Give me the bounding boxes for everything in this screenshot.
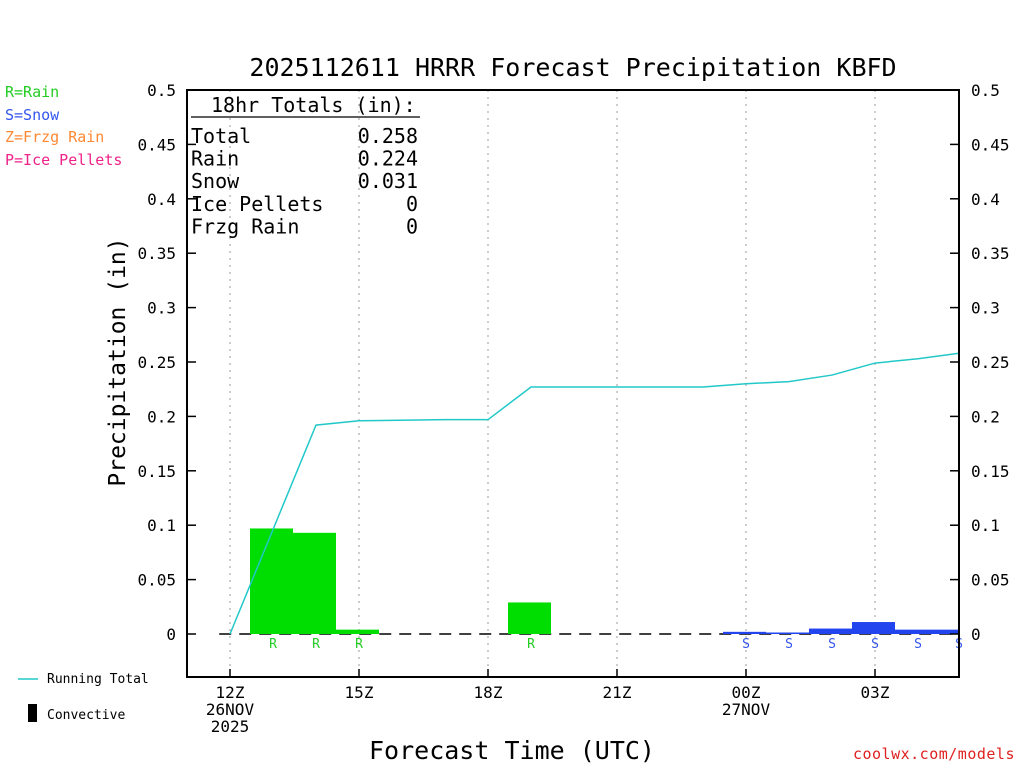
legend-snow: S=Snow xyxy=(5,105,60,124)
running-total-polyline xyxy=(229,352,960,635)
y-tick-label-right: 0.2 xyxy=(971,407,1000,426)
y-tick-label-right: 0.4 xyxy=(971,190,1000,209)
legend-rain: R=Rain xyxy=(5,83,60,101)
totals-row-label: Frzg Rain xyxy=(191,214,299,238)
legend-freezing-rain: Z=Frzg Rain xyxy=(5,128,105,146)
y-tick-label-left: 0.05 xyxy=(137,571,176,590)
y-tick-label-left: 0.35 xyxy=(137,244,176,263)
y-tick-label-right: 0.25 xyxy=(971,353,1010,372)
y-tick-label-left: 0.4 xyxy=(147,190,176,209)
totals-row-value: 0.031 xyxy=(358,169,418,193)
precip-type-code: R xyxy=(355,637,363,652)
precip-bar xyxy=(508,602,551,634)
totals-row-label: Ice Pellets xyxy=(191,192,323,216)
x-tick-label: 21Z xyxy=(603,683,632,702)
legend-ice-pellets: P=Ice Pellets xyxy=(5,150,123,169)
precip-type-code: S xyxy=(914,637,922,652)
totals-row-label: Snow xyxy=(191,169,240,193)
totals-rows: Total 0.258 Rain 0.224 Snow 0.031 Ice Pellets 0… xyxy=(191,124,418,238)
running-total-legend-label: Running Total xyxy=(47,672,149,687)
totals-row-value: 0 xyxy=(406,192,418,216)
y-tick-label-right: 0.05 xyxy=(971,571,1010,590)
y-axis-right: 0 0.05 0.1 0.15 0.2 0.25 0.3 0.35 0.4 0.45 0.5 xyxy=(950,81,1010,644)
precip-bar xyxy=(809,628,852,634)
convective-legend-label: Convective xyxy=(47,708,125,723)
x-tick-label: 00Z xyxy=(732,683,761,702)
x-tick-label: 27NOV xyxy=(722,700,771,719)
y-tick-label-left: 0.3 xyxy=(147,299,176,318)
plot-frame xyxy=(186,89,960,678)
source-link[interactable]: coolwx.com/models xyxy=(852,745,1015,763)
totals-row-label: Rain xyxy=(191,147,239,171)
y-tick-label-left: 0.1 xyxy=(147,516,176,535)
y-axis-label: Precipitation (in) xyxy=(105,237,131,486)
precip-type-code: R xyxy=(527,637,535,652)
precip-type-code: S xyxy=(828,637,836,652)
totals-row-value: 0.224 xyxy=(358,147,418,171)
y-tick-label-right: 0.15 xyxy=(971,462,1010,481)
totals-box: 18hr Totals (in): Total 0.258 Rain 0.224 Sno… xyxy=(191,93,420,238)
totals-row-value: 0.258 xyxy=(358,124,418,148)
precip-type-code: R xyxy=(312,637,320,652)
totals-row-value: 0 xyxy=(406,214,418,238)
precip-bar xyxy=(852,622,895,634)
precip-bar xyxy=(895,629,938,634)
precip-type-code: S xyxy=(742,637,750,652)
y-tick-label-left: 0.5 xyxy=(147,81,176,100)
precip-type-code: S xyxy=(871,637,879,652)
running-total-line xyxy=(229,352,960,635)
x-tick-label: 12Z xyxy=(216,683,245,702)
precip-bar xyxy=(766,632,809,634)
y-tick-label-left: 0.45 xyxy=(137,135,176,154)
y-axis-left: 0 0.05 0.1 0.15 0.2 0.25 0.3 0.35 0.4 0.45 0.5 xyxy=(137,81,196,644)
precip-type-legend: R=Rain S=Snow Z=Frzg Rain P=Ice Pellets xyxy=(5,81,122,171)
precip-bars xyxy=(250,528,959,634)
precip-type-code: R xyxy=(269,637,277,652)
y-tick-label-left: 0.2 xyxy=(147,407,176,426)
precip-bar xyxy=(938,629,959,634)
y-tick-label-left: 0.15 xyxy=(137,462,176,481)
y-tick-label-right: 0 xyxy=(971,625,981,644)
convective-legend-swatch xyxy=(28,704,37,722)
x-tick-label: 15Z xyxy=(345,683,374,702)
y-tick-label-left: 0.25 xyxy=(137,353,176,372)
precip-type-code: S xyxy=(785,637,793,652)
y-tick-label-right: 0.5 xyxy=(971,81,1000,100)
y-tick-label-right: 0.1 xyxy=(971,516,1000,535)
x-axis-label: Forecast Time (UTC) xyxy=(369,736,655,765)
totals-heading: 18hr Totals (in): xyxy=(211,93,416,117)
x-tick-label: 03Z xyxy=(861,683,890,702)
y-tick-label-right: 0.35 xyxy=(971,244,1010,263)
precip-bar xyxy=(336,629,379,634)
y-tick-label-right: 0.45 xyxy=(971,135,1010,154)
x-tick-label: 18Z xyxy=(474,683,503,702)
totals-row-label: Total xyxy=(191,124,251,148)
x-tick-label: 2025 xyxy=(211,717,250,736)
x-tick-label: 26NOV xyxy=(206,700,255,719)
y-tick-label-right: 0.3 xyxy=(971,299,1000,318)
precip-bar xyxy=(293,532,336,634)
chart-title: 2025112611 HRRR Forecast Precipitation K… xyxy=(249,53,896,82)
bottom-legend: Running Total Convective xyxy=(18,672,149,723)
y-tick-label-left: 0 xyxy=(166,625,176,644)
precip-bar xyxy=(250,528,293,634)
precip-bar xyxy=(723,631,766,634)
